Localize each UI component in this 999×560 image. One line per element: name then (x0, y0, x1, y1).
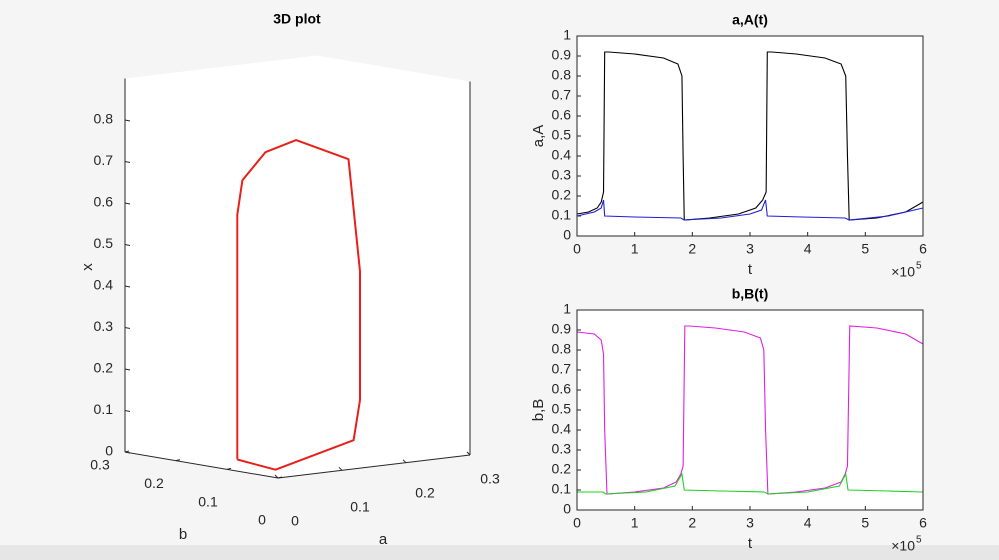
y-tick-label: 0.9 (552, 321, 572, 337)
y-tick-label: 0 (563, 227, 571, 243)
x-axis-label: t (748, 535, 753, 552)
y-tick-label: 0.9 (552, 47, 572, 63)
x-exponent: 5 (916, 535, 922, 546)
b-tick-label: 0.2 (144, 475, 164, 491)
x-multiplier: ×10 (891, 264, 915, 280)
y-tick-label: 0.4 (552, 147, 572, 163)
y-tick-label: 0.8 (552, 67, 572, 83)
x-tick-label: 6 (919, 515, 927, 531)
a-tick-label: 0.3 (480, 471, 500, 487)
z-tick-label: 0.6 (94, 194, 114, 210)
b-tick-label: 0 (258, 512, 266, 528)
z-tick-label: 0.8 (94, 111, 114, 127)
y-tick-label: 0.3 (552, 441, 572, 457)
y-tick-label: 0.1 (552, 481, 572, 497)
z-tick-label: 0.2 (94, 360, 114, 376)
line-series (576, 325, 924, 495)
z-axis-label: x (79, 263, 96, 271)
y-tick-label: 0.7 (552, 361, 572, 377)
axis-line (277, 454, 471, 479)
a-tick-label: 0 (291, 513, 299, 529)
x-tick-label: 0 (573, 241, 581, 257)
a-tick-label: 0.1 (350, 499, 370, 515)
plot-frame (576, 35, 924, 237)
b-tick (124, 450, 130, 453)
trajectory (236, 139, 361, 471)
x-tick-label: 4 (804, 515, 812, 531)
x-multiplier: ×10 (891, 538, 915, 554)
plot-box (125, 55, 470, 478)
y-axis-label: b,B (530, 399, 547, 422)
y-tick-label: 0.7 (552, 87, 572, 103)
x-tick-label: 4 (804, 241, 812, 257)
chart-title: b,B(t) (732, 286, 769, 302)
line-series (576, 199, 924, 221)
z-tick-label: 0.5 (94, 235, 114, 251)
a-tick (274, 474, 279, 479)
b-tick (226, 467, 232, 470)
z-tick-label: 0.3 (94, 318, 114, 334)
a-tick (466, 451, 471, 456)
axis-line (124, 451, 279, 479)
y-tick-label: 0.1 (552, 207, 572, 223)
y-tick-label: 0.5 (552, 401, 572, 417)
plot-area (577, 310, 923, 510)
y-tick-label: 0.3 (552, 167, 572, 183)
line-series (576, 51, 924, 221)
y-tick-label: 0.8 (552, 341, 572, 357)
x-tick-label: 3 (746, 241, 754, 257)
y-tick-label: 0.6 (552, 381, 572, 397)
z-tick (124, 327, 131, 329)
a-tick-label: 0.2 (415, 485, 435, 501)
x-axis-label: t (748, 261, 753, 278)
chart-title: a,A(t) (732, 12, 768, 28)
plot-area (577, 36, 923, 236)
b-tick-label: 0.1 (198, 493, 218, 509)
x-axis-label: a (379, 531, 388, 548)
z-tick-label: 0 (105, 443, 113, 459)
x-tick-label: 3 (746, 515, 754, 531)
z-tick-label: 0.4 (94, 277, 114, 293)
y-tick-label: 0.6 (552, 107, 572, 123)
z-tick-label: 0.7 (94, 152, 114, 168)
y-tick-label: 0.2 (552, 461, 572, 477)
x-exponent: 5 (916, 261, 922, 272)
z-tick-label: 0.1 (94, 401, 114, 417)
y-tick-label: 1 (563, 27, 571, 43)
x-tick-label: 0 (573, 515, 581, 531)
z-tick (124, 285, 131, 288)
a-tick (338, 466, 343, 471)
x-tick-label: 6 (919, 241, 927, 257)
x-tick-label: 2 (688, 515, 696, 531)
y-axis-label: b (179, 526, 187, 543)
b-tick (175, 459, 181, 462)
x-tick-label: 1 (631, 515, 639, 531)
z-tick (124, 119, 131, 122)
y-tick-label: 1 (563, 301, 571, 317)
y-tick-label: 0.5 (552, 127, 572, 143)
b-tick-label: 0.3 (90, 457, 110, 473)
y-tick-label: 0 (563, 501, 571, 517)
b-tick (277, 476, 283, 479)
z-tick (124, 202, 131, 205)
a-tick (402, 459, 407, 464)
z-tick (124, 368, 131, 371)
x-tick-label: 2 (688, 241, 696, 257)
y-axis-label: a,A (530, 125, 547, 148)
line-series (577, 472, 924, 495)
z-tick (124, 410, 131, 412)
y-tick-label: 0.2 (552, 187, 572, 203)
window-bottom (0, 545, 999, 560)
x-tick-label: 5 (861, 515, 869, 531)
z-tick (124, 244, 131, 246)
z-tick (124, 161, 131, 163)
x-tick-label: 5 (861, 241, 869, 257)
plot-frame (576, 309, 924, 511)
y-tick-label: 0.4 (552, 421, 572, 437)
chart-title: 3D plot (273, 11, 321, 27)
x-tick-label: 1 (631, 241, 639, 257)
